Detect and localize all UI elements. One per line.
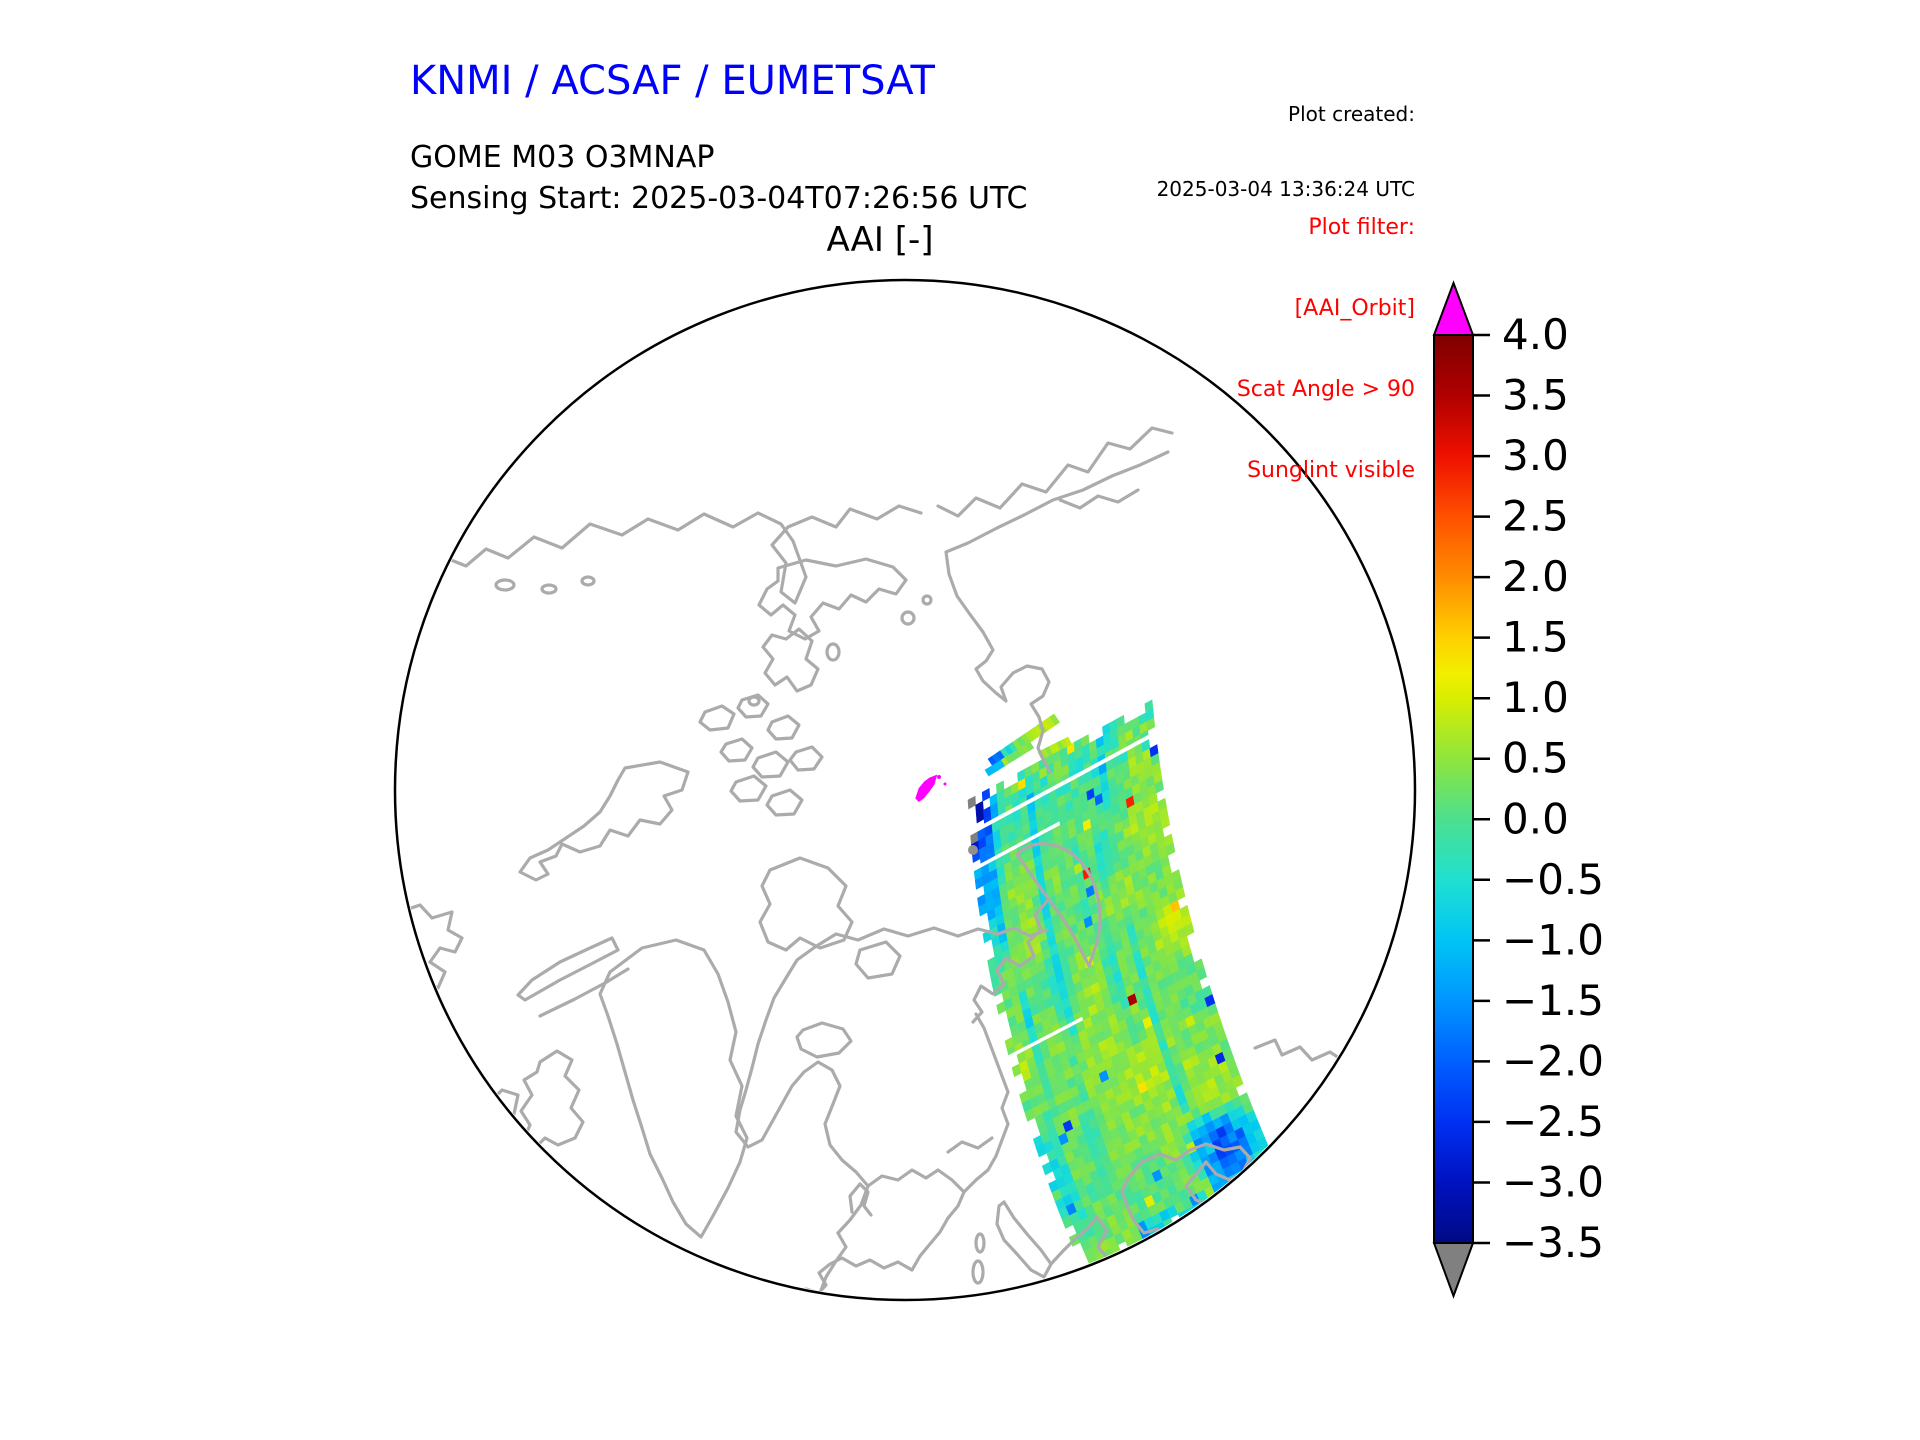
- coastline-island: [825, 642, 841, 662]
- map-title: AAI [-]: [826, 220, 934, 260]
- coastline-path: [736, 693, 770, 719]
- coastline-path: [734, 926, 960, 1235]
- sensing-start-label: Sensing Start: 2025-03-04T07:26:56 UTC: [410, 181, 1028, 216]
- coastline-path: [936, 426, 1174, 518]
- coastline-path: [538, 1178, 562, 1230]
- plot-filter-line: [AAI_Orbit]: [1294, 296, 1415, 321]
- plot-filter-line: Sunglint visible: [1247, 458, 1415, 483]
- coastline-path: [956, 926, 1049, 938]
- coastline-path: [598, 938, 749, 1239]
- coastline-path: [910, 1216, 950, 1272]
- map-boundary-circle: [393, 278, 1417, 1302]
- colorbar-tick-label: 1.0: [1502, 673, 1569, 722]
- coastline-path: [761, 627, 820, 693]
- coastline-path: [854, 940, 902, 980]
- coastline-island: [580, 575, 596, 587]
- coastline-path: [795, 1021, 853, 1059]
- island-dot: [968, 845, 978, 855]
- coastline-path: [962, 1012, 1010, 1194]
- colorbar-tick-label: −1.5: [1502, 976, 1604, 1025]
- coastline-path: [719, 737, 754, 763]
- colorbar-tick-label: 2.5: [1502, 492, 1569, 541]
- sunglint-magenta-blob: [915, 774, 978, 855]
- coastline-path: [946, 1136, 994, 1154]
- coastline-island: [540, 583, 558, 595]
- coastline-island: [900, 610, 916, 626]
- colorbar-tick-label: −2.5: [1502, 1097, 1604, 1146]
- agency-title: KNMI / ACSAF / EUMETSAT: [410, 58, 935, 104]
- coastline-path: [397, 504, 923, 605]
- coastline-island: [494, 578, 516, 592]
- coastline-path: [758, 856, 854, 952]
- coastline-path: [538, 967, 630, 1018]
- colorbar-tick-label: −3.0: [1502, 1157, 1604, 1206]
- coastline-island: [921, 594, 933, 606]
- coastline-path: [995, 1200, 1053, 1279]
- coastline-path: [518, 760, 690, 882]
- coastline-path: [848, 1182, 873, 1217]
- aai-swath-heatmap: [967, 699, 1285, 1275]
- colorbar-ticks: 4.0 3.5 3.0 2.5 2.0 1.5 1.0 0.5 0.0 −0.5 −1.0 −1.5 −…: [1473, 310, 1604, 1267]
- coastline-path: [751, 750, 790, 779]
- coastline-path: [813, 1256, 914, 1298]
- colorbar-tick-label: −2.0: [1502, 1036, 1604, 1085]
- plot-created-timestamp: 2025-03-04 13:36:24 UTC: [1156, 177, 1415, 201]
- plot-filter-line: Plot filter:: [1308, 215, 1415, 240]
- coastline-path: [944, 450, 1170, 774]
- coastline-island: [971, 1259, 985, 1285]
- colorbar-under-arrow: [1432, 1242, 1475, 1299]
- colorbar-tick-label: −3.5: [1502, 1218, 1604, 1267]
- colorbar-tick-label: 2.0: [1502, 552, 1569, 601]
- colorbar-tick-label: 0.0: [1502, 794, 1569, 843]
- colorbar-tick-label: −1.0: [1502, 915, 1604, 964]
- coastline-path: [757, 557, 908, 641]
- colorbar-tick-label: 1.5: [1502, 613, 1569, 662]
- coastline-path: [729, 774, 768, 803]
- coastline-path: [1049, 1215, 1112, 1266]
- product-title: GOME M03 O3MNAP: [410, 140, 715, 175]
- colorbar-gradient-bar: [1433, 334, 1474, 1244]
- coastline-path: [1120, 1142, 1252, 1238]
- plot-created-label: Plot created:: [1288, 102, 1415, 126]
- colorbar-over-arrow: [1432, 280, 1475, 336]
- coastline-path: [765, 788, 804, 817]
- coastline-path: [866, 1168, 966, 1220]
- coastline-island: [747, 695, 761, 707]
- plot-filter-block: Plot filter: [AAI_Orbit] Scat Angle > 90…: [1237, 160, 1415, 538]
- coastline-path: [1253, 1038, 1347, 1064]
- plot-filter-line: Scat Angle > 90: [1236, 377, 1415, 402]
- coastline-path: [398, 903, 464, 1024]
- coastline-path: [519, 1049, 585, 1150]
- colorbar-tick-label: 3.5: [1502, 371, 1569, 420]
- coastline-path: [788, 745, 824, 772]
- coastline-path: [516, 936, 620, 1002]
- colorbar-tick-label: −0.5: [1502, 855, 1604, 904]
- colorbar-tick-label: 4.0: [1502, 310, 1569, 359]
- colorbar-tick-label: 0.5: [1502, 734, 1569, 783]
- coastline-path: [1058, 488, 1140, 510]
- colorbar: 4.0 3.5 3.0 2.5 2.0 1.5 1.0 0.5 0.0 −0.5 −1.0 −1.5 −…: [1432, 280, 1604, 1299]
- coastline-island: [974, 1232, 986, 1254]
- colorbar-tick-label: 3.0: [1502, 431, 1569, 480]
- coastline-path: [698, 704, 736, 732]
- plot-created-block: Plot created: 2025-03-04 13:36:24 UTC: [1157, 52, 1415, 252]
- coastline-path: [766, 714, 801, 741]
- coastline-path: [1015, 842, 1102, 968]
